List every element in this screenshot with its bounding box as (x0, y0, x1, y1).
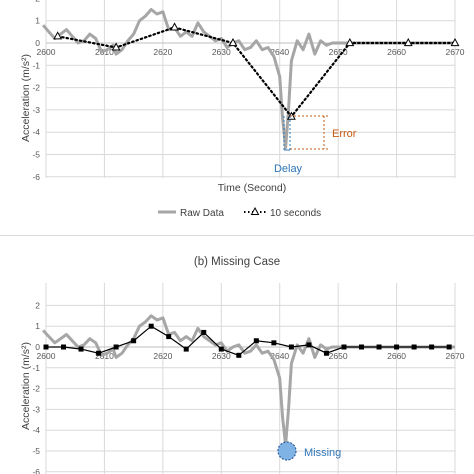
chart-b: (b) Missing Case 2 1 0 -1 -2 -3 -4 -5 -6 2600 261… (20, 256, 465, 474)
sampled-point-marker (111, 42, 121, 51)
sampled-point-marker (323, 350, 329, 356)
y-tick-label: -6 (32, 172, 40, 182)
sampled-point-marker (345, 37, 355, 47)
x-tick-label: 2660 (387, 47, 406, 57)
y-tick-label: -2 (32, 384, 40, 394)
legend-10-seconds-marker (250, 206, 260, 215)
x-tick-label: 2600 (37, 351, 56, 361)
sampled-point-marker (96, 350, 102, 356)
y-tick-label: 2 (35, 300, 40, 310)
delay-annotation: Delay (274, 163, 303, 175)
y-tick-label: 0 (35, 38, 40, 48)
sampled-point-marker (218, 346, 224, 352)
raw-data-line (42, 314, 455, 447)
sampled-point-marker (61, 344, 67, 350)
chart-a-grid (45, 0, 456, 178)
sampled-point-marker (148, 323, 154, 329)
x-tick-label: 2630 (212, 351, 231, 361)
chart-b-title: (b) Missing Case (194, 256, 280, 268)
x-tick-label: 2650 (329, 47, 348, 57)
sampled-point-marker (450, 37, 460, 47)
y-tick-label: 2 (35, 0, 40, 3)
sampled-point-marker (43, 344, 49, 350)
y-tick-label: -3 (32, 105, 40, 115)
sampled-point-marker (306, 342, 312, 348)
sampled-point-marker (253, 338, 259, 344)
chart-b-y-ticks: 2 1 0 -1 -2 -3 -4 -5 -6 (32, 300, 40, 474)
y-tick-label: 0 (35, 342, 40, 352)
y-tick-label: -3 (32, 404, 40, 414)
panel-divider (0, 235, 474, 236)
y-tick-label: -1 (32, 60, 40, 70)
x-tick-label: 2660 (387, 351, 406, 361)
y-tick-label: 1 (35, 16, 40, 26)
y-tick-label: -4 (32, 425, 40, 435)
sampled-point-marker (53, 31, 63, 40)
sampled-point-marker (228, 37, 238, 47)
legend-10-seconds-label: 10 seconds (270, 208, 321, 219)
x-tick-label: 2610 (95, 351, 114, 361)
y-tick-label: -4 (32, 127, 40, 137)
sampled-point-marker (376, 344, 382, 350)
sampled-point-marker (113, 344, 119, 350)
x-tick-label: 2600 (37, 47, 56, 57)
x-tick-label: 2640 (270, 351, 289, 361)
sampled-point-marker (341, 344, 347, 350)
chart-a-y-ticks: 2 1 0 -1 -2 -3 -4 -5 -6 (32, 0, 40, 182)
chart-b-x-ticks: 2600 2610 2620 2630 2640 2650 2660 2670 (37, 351, 465, 361)
y-tick-label: 1 (35, 321, 40, 331)
chart-a-x-axis-label: Time (Second) (218, 182, 286, 194)
sampled-point-marker (411, 344, 417, 350)
sampled-point-marker (236, 352, 242, 358)
sampled-point-marker (131, 338, 137, 344)
sampled-point-marker (201, 329, 207, 335)
legend-raw-data-label: Raw Data (180, 208, 224, 219)
x-tick-label: 2620 (153, 351, 172, 361)
sampled-point-marker (183, 346, 189, 352)
x-tick-label: 2670 (446, 47, 465, 57)
sampled-point-marker (78, 346, 84, 352)
chart-b-grid (45, 283, 456, 474)
sampled-point-marker (288, 344, 294, 350)
x-tick-label: 2650 (329, 351, 348, 361)
sampled-point-marker (446, 344, 452, 350)
y-tick-label: -5 (32, 150, 40, 160)
sampled-10s-line (56, 26, 457, 119)
chart-a-legend: Raw Data 10 seconds (158, 206, 321, 219)
x-tick-label: 2670 (446, 351, 465, 361)
x-tick-label: 2640 (270, 47, 289, 57)
sampled-point-marker (170, 22, 179, 31)
error-bracket (290, 115, 330, 150)
error-annotation: Error (332, 128, 357, 140)
missing-annotation: Missing (304, 447, 341, 459)
y-tick-label: -6 (32, 467, 40, 474)
y-tick-label: -2 (32, 83, 40, 93)
sampled-point-marker (429, 344, 435, 350)
missing-marker (277, 441, 297, 461)
sampled-point-marker (166, 334, 172, 340)
chart-b-series (42, 314, 455, 447)
sampled-point-marker (403, 37, 413, 47)
chart-b-y-axis-label: Acceleration (m/s²) (20, 342, 32, 430)
x-tick-label: 2630 (212, 47, 231, 57)
sampled-point-marker (359, 344, 365, 350)
y-tick-label: -1 (32, 363, 40, 373)
delay-marker (283, 116, 291, 152)
x-tick-label: 2620 (153, 47, 172, 57)
sampled-point-marker (394, 344, 400, 350)
chart-a-y-axis-label: Acceleration (m/s²) (20, 54, 32, 142)
sampled-line (46, 325, 450, 356)
sampled-point-marker (271, 340, 277, 346)
chart-a-series (41, 8, 460, 150)
chart-a: 210-1-2-3-4-5-6 260026102620263026402650… (20, 0, 465, 219)
y-tick-label: -5 (32, 446, 40, 456)
